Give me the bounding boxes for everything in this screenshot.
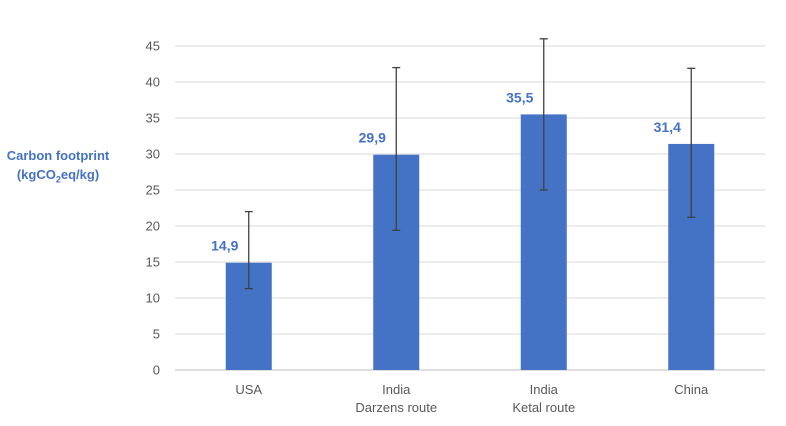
- y-axis-label: Carbon footprint (kgCO2eq/kg): [2, 146, 114, 190]
- y-tick-label: 35: [146, 111, 160, 126]
- data-label: 35,5: [506, 89, 533, 105]
- y-axis-label-line2: (kgCO2eq/kg): [16, 167, 100, 185]
- y-tick-label: 0: [153, 363, 160, 378]
- data-label: 31,4: [654, 119, 681, 135]
- x-tick-label: China: [674, 382, 709, 397]
- y-tick-label: 45: [146, 39, 160, 54]
- y-tick-label: 25: [146, 183, 160, 198]
- x-tick-label: India: [530, 382, 559, 397]
- y-tick-label: 20: [146, 219, 160, 234]
- x-tick-label: India: [382, 382, 411, 397]
- y-tick-label: 10: [146, 291, 160, 306]
- y-tick-label: 5: [153, 327, 160, 342]
- y-tick-label: 15: [146, 255, 160, 270]
- x-tick-label: Ketal route: [512, 400, 575, 415]
- x-tick-label: USA: [235, 382, 262, 397]
- y-tick-label: 40: [146, 75, 160, 90]
- y-axis-label-line1: Carbon footprint: [6, 148, 110, 163]
- y-tick-label: 30: [146, 147, 160, 162]
- x-tick-label: Darzens route: [355, 400, 437, 415]
- data-label: 29,9: [359, 130, 386, 146]
- data-label: 14,9: [211, 238, 238, 254]
